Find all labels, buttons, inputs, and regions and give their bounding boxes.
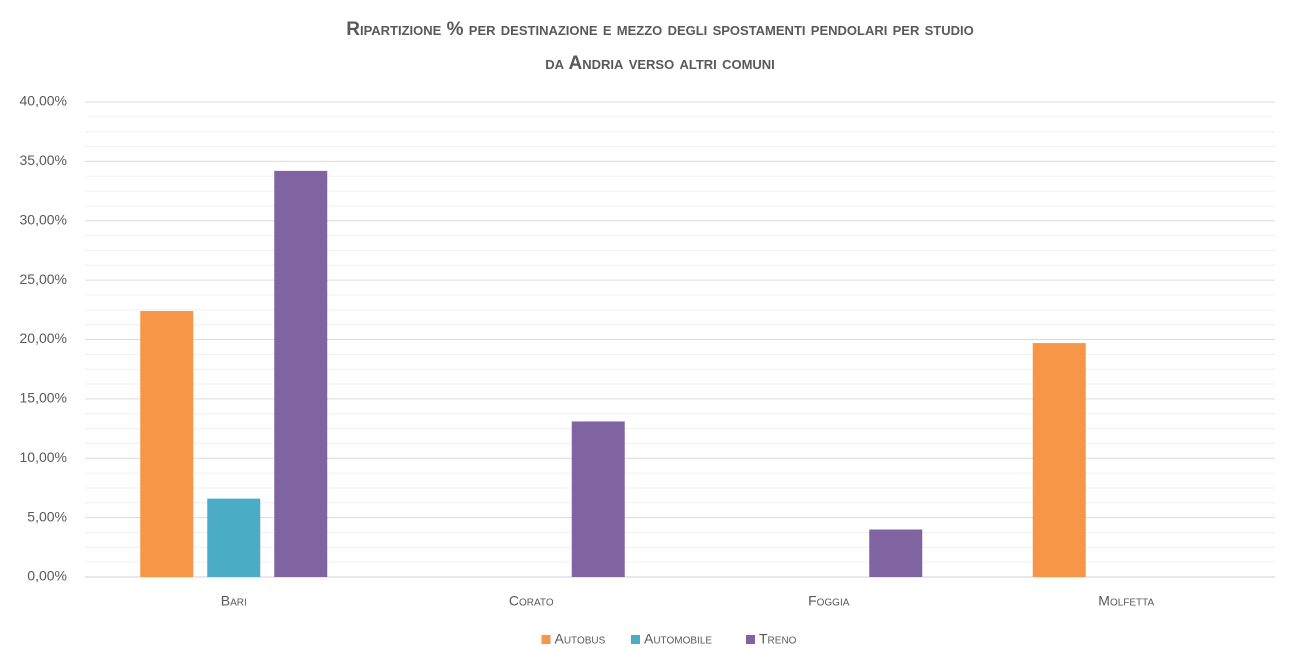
legend-label: Automobile (644, 631, 712, 647)
y-tick-label: 5,00% (27, 508, 67, 524)
legend-swatch (631, 635, 640, 644)
x-tick-label: Bari (221, 593, 247, 609)
bar (140, 311, 194, 577)
y-tick-label: 25,00% (20, 271, 67, 287)
y-tick-label: 10,00% (20, 449, 67, 465)
y-tick-label: 30,00% (20, 211, 67, 227)
legend-swatch (541, 635, 551, 644)
x-tick-label: Molfetta (1098, 593, 1154, 609)
bar (1032, 343, 1086, 577)
x-tick-label: Foggia (808, 593, 850, 609)
y-tick-label: 0,00% (27, 568, 67, 584)
bar (207, 498, 261, 577)
y-tick-label: 40,00% (20, 93, 67, 109)
legend-label: Treno (759, 631, 797, 647)
y-tick-label: 35,00% (20, 152, 67, 168)
chart-title: da Andria verso altri comuni (545, 53, 775, 74)
x-tick-label: Corato (509, 593, 554, 609)
bar (274, 170, 328, 577)
legend-label: Autobus (555, 631, 606, 647)
bar (571, 421, 625, 577)
bar (869, 529, 923, 577)
legend-swatch (746, 635, 755, 644)
y-tick-label: 20,00% (20, 330, 67, 346)
chart-title: Ripartizione % per destinazione e mezzo … (346, 19, 974, 40)
y-tick-label: 15,00% (20, 390, 67, 406)
